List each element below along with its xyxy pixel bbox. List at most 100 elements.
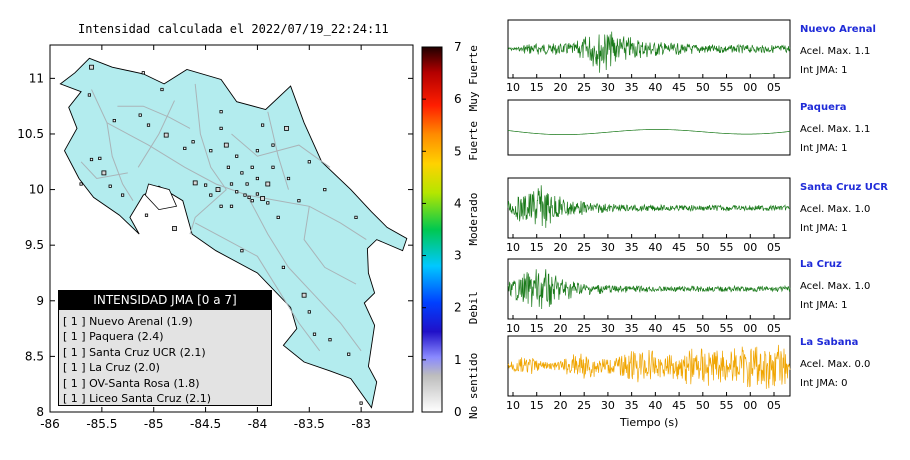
time-tick-label: 35 [625,399,639,412]
station-accel-max: Acel. Max. 1.1 [800,124,871,135]
time-tick-label: 20 [553,81,567,94]
station-marker [141,71,145,75]
station-marker [138,113,142,117]
time-axis-label: Tiempo (s) [620,416,679,429]
time-tick-label: 00 [743,81,757,94]
time-tick-label: 55 [720,399,734,412]
station-marker [87,93,91,97]
road-line [189,189,227,235]
station-marker [219,126,223,130]
time-tick-label: 05 [767,322,781,335]
time-tick-label: 40 [648,322,662,335]
y-tick-label: 10.5 [17,127,44,141]
station-marker [209,149,213,153]
road-line [231,133,331,168]
map-frame [49,44,414,413]
road-line [137,100,175,168]
colorbar-tick-label: 0 [454,405,462,419]
gulf-of-nicoya [144,183,178,211]
station-marker [271,165,275,169]
chart-title: Intensidad calculada el 2022/07/19_22:24… [78,22,389,36]
time-tick-label: 25 [577,399,591,412]
station-marker [250,199,254,203]
station-marker [281,265,286,270]
legend-item: [ 1 ] La Cruz (2.0) [63,361,160,375]
legend-item: [ 1 ] Santa Cruz UCR (2.1) [63,345,206,359]
legend-item: [ 1 ] Liceo Santa Cruz (2.1) [63,391,212,405]
road-line [91,89,134,201]
legend-item: [ 1 ] Paquera (2.4) [63,330,164,344]
waveform-trace [507,269,791,310]
legend-item: [ 1 ] OV-Santa Rosa (1.8) [63,376,200,390]
station-marker [89,64,94,70]
time-tick-label: 50 [696,322,710,335]
station-marker [112,119,116,123]
y-tick-label: 11 [29,71,44,85]
station-marker [276,215,280,219]
station-accel-max: Acel. Max. 1.0 [800,281,871,292]
time-tick-label: 05 [767,399,781,412]
station-marker [260,123,265,127]
station-int-jma: Int JMA: 1 [800,300,848,311]
station-marker [209,193,213,197]
station-marker [284,126,289,131]
station-marker [255,192,260,196]
station-marker [203,183,208,187]
station-int-jma: Int JMA: 1 [800,65,848,76]
colorbar-tick-label: 5 [454,144,462,158]
time-tick-label: 45 [672,322,686,335]
station-marker [219,204,223,208]
legend-title: INTENSIDAD JMA [0 a 7] [59,291,271,310]
station-marker [265,181,271,187]
x-tick-label: -84.5 [190,417,221,431]
time-tick-label: 30 [601,81,615,94]
time-tick-label: 40 [648,241,662,254]
station-marker [347,352,351,356]
station-marker [79,182,83,186]
waveform-trace [507,185,790,228]
colorbar-tick-label: 7 [454,40,462,54]
station-marker [245,182,249,186]
road-line [303,206,357,285]
x-tick-label: -85.5 [86,417,117,431]
y-tick-label: 8.5 [25,349,44,363]
time-tick-label: 50 [696,241,710,254]
station-name: Paquera [800,102,847,113]
station-marker [271,143,275,147]
station-marker [98,156,102,160]
road-line [267,111,289,190]
x-tick-label: -86 [40,417,60,431]
waveform-trace [507,129,791,135]
road-line [194,83,227,190]
colorbar-tick-label: 1 [454,353,462,367]
station-marker [172,226,177,231]
station-name: Santa Cruz UCR [800,182,888,193]
colorbar-class-label: Muy Fuerte [467,45,480,111]
station-marker [328,338,332,342]
time-tick-label: 45 [672,399,686,412]
station-marker [163,132,169,138]
time-tick-label: 10 [506,81,520,94]
time-tick-label: 20 [553,399,567,412]
time-tick-label: 00 [743,241,757,254]
colorbar-class-label: Fuerte [467,121,480,161]
time-tick-label: 45 [672,81,686,94]
time-tick-label: 25 [577,241,591,254]
waveform-trace [507,31,791,73]
y-tick-label: 10 [29,183,44,197]
intensity-legend: INTENSIDAD JMA [0 a 7] [ 1 ] Nuevo Arena… [58,290,272,406]
time-tick-label: 40 [648,399,662,412]
y-tick-label: 9.5 [25,238,44,252]
station-name: La Sabana [800,337,859,348]
time-tick-label: 55 [720,81,734,94]
x-tick-label: -84 [248,417,268,431]
time-tick-label: 35 [625,322,639,335]
station-name: La Cruz [800,259,842,270]
time-tick-label: 25 [577,81,591,94]
station-int-jma: Int JMA: 1 [800,223,848,234]
station-marker [235,154,239,158]
colorbar-tick-label: 4 [454,196,462,210]
time-tick-label: 00 [743,399,757,412]
road-line [246,194,362,352]
road-line [80,161,128,180]
